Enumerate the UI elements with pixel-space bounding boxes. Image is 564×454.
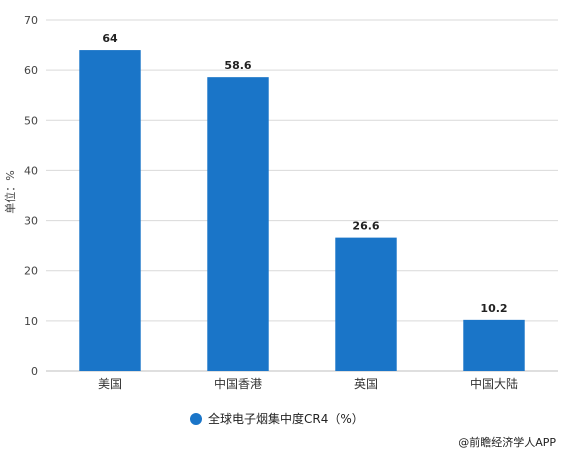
bar: [335, 237, 397, 371]
bar: [79, 50, 141, 371]
x-tick-label: 中国大陆: [470, 376, 518, 391]
bar: [207, 77, 269, 372]
y-tick-label: 0: [31, 365, 38, 378]
x-axis-ticks: 美国 中国香港 英国 中国大陆: [98, 376, 518, 391]
data-label: 26.6: [352, 220, 379, 233]
legend-label: 全球电子烟集中度CR4（%）: [208, 411, 364, 426]
source-note: @前瞻经济学人APP: [458, 435, 556, 449]
data-label: 10.2: [480, 302, 507, 315]
legend: 全球电子烟集中度CR4（%）: [190, 411, 364, 426]
x-tick-label: 美国: [98, 377, 122, 391]
y-tick-label: 70: [24, 14, 38, 27]
y-tick-label: 20: [24, 265, 38, 278]
y-tick-label: 40: [24, 164, 38, 177]
bars: [79, 50, 525, 372]
source-label: @前瞻经济学人APP: [458, 435, 556, 449]
y-tick-label: 30: [24, 215, 38, 228]
data-label: 58.6: [224, 59, 251, 72]
y-axis-title: 单位：%: [3, 170, 17, 213]
y-tick-label: 60: [24, 64, 38, 77]
data-labels: 64 58.6 26.6 10.2: [102, 32, 507, 315]
bar: [463, 319, 525, 371]
data-label: 64: [102, 32, 118, 45]
y-tick-label: 10: [24, 315, 38, 328]
y-tick-label: 50: [24, 114, 38, 127]
y-axis-ticks: 0 10 20 30 40 50 60 70: [24, 14, 38, 378]
legend-marker: [190, 413, 202, 425]
x-tick-label: 英国: [354, 377, 378, 391]
x-tick-label: 中国香港: [214, 376, 262, 391]
